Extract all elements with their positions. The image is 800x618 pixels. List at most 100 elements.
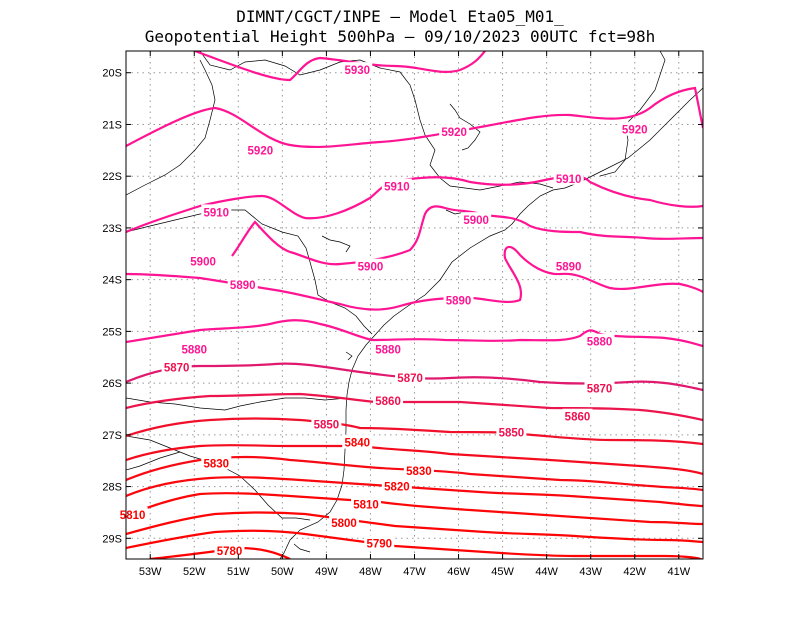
contour-label-bg	[584, 380, 615, 395]
contour-label-bg	[351, 496, 382, 511]
lon-tick-label: 43W	[579, 566, 602, 578]
lon-tick-label: 45W	[491, 566, 514, 578]
lat-tick-label: 29S	[102, 533, 122, 545]
contour-label-bg	[562, 408, 593, 423]
lon-tick-label: 48W	[359, 566, 382, 578]
map-title-line2: Geopotential Height 500hPa – 09/10/2023 …	[144, 27, 656, 46]
lat-tick-label: 23S	[102, 223, 122, 235]
state-border-mg-sp	[199, 51, 554, 191]
contour-label: 5800	[331, 518, 357, 530]
contour-label: 5920	[441, 127, 467, 139]
contour-5860	[126, 392, 703, 422]
lon-tick-label: 52W	[183, 566, 206, 578]
contour-label: 5860	[565, 412, 591, 424]
state-border-sc-rs	[126, 435, 311, 521]
contour-label: 5880	[375, 344, 401, 356]
contour-5920	[126, 86, 703, 149]
contour-label-bg	[496, 424, 527, 439]
lon-tick-label: 50W	[271, 566, 294, 578]
state-border-sp-pr	[126, 209, 373, 335]
contour-label-bg	[179, 341, 210, 356]
contour-label: 5930	[344, 65, 370, 77]
contour-label: 5890	[230, 280, 256, 292]
contour-label: 5910	[203, 207, 229, 219]
contour-label-bg	[227, 276, 258, 291]
contour-label: 5890	[556, 262, 582, 274]
state-border-ms	[126, 59, 216, 196]
lat-tick-label: 27S	[102, 430, 122, 442]
lat-tick-label: 20S	[102, 68, 122, 80]
contour-label: 5910	[384, 182, 410, 194]
contour-5800	[126, 511, 703, 544]
contour-5820	[126, 476, 703, 508]
lagoon-3	[293, 543, 311, 553]
lon-tick-label: 41W	[667, 566, 690, 578]
contour-label: 5860	[375, 396, 401, 408]
contour-label: 5900	[463, 215, 489, 227]
contour-label: 5900	[358, 262, 384, 274]
lon-tick-label: 46W	[447, 566, 470, 578]
contour-label-bg	[381, 478, 412, 493]
axis-ticks: 20S 21S 22S 23S 24S 25S 26S 27S 28S 29S 53W 52W 51W 5…	[102, 51, 703, 578]
contour-label: 5920	[622, 125, 648, 137]
contour-label: 5850	[499, 427, 525, 439]
lon-tick-label: 51W	[227, 566, 250, 578]
contour-label: 5880	[181, 344, 207, 356]
contour-label: 5830	[406, 466, 432, 478]
lat-tick-label: 22S	[102, 171, 122, 183]
contour-label: 5810	[353, 500, 379, 512]
contour-5790	[126, 529, 703, 559]
contour-label-bg	[373, 393, 404, 408]
lat-tick-label: 26S	[102, 378, 122, 390]
coastline	[279, 87, 703, 559]
contour-label: 5790	[366, 538, 392, 550]
contour-label: 5870	[397, 373, 423, 385]
state-border-pr-sc	[126, 397, 348, 411]
contour-label: 5900	[190, 257, 216, 269]
contour-5880	[126, 319, 703, 348]
contour-label-bg	[461, 212, 492, 227]
contour-label-bg	[161, 359, 192, 374]
contour-label: 5910	[556, 174, 582, 186]
contour-label: 5810	[120, 510, 146, 522]
contour-5900	[231, 205, 703, 266]
lon-tick-label: 47W	[403, 566, 426, 578]
border-argentina	[126, 451, 181, 471]
contour-label: 5890	[446, 295, 472, 307]
contour-label: 5870	[164, 363, 190, 375]
contour-label: 5870	[587, 383, 613, 395]
contour-label-bg	[311, 416, 342, 431]
contour-label-bg	[214, 543, 245, 558]
lat-tick-label: 21S	[102, 119, 122, 131]
lon-tick-label: 42W	[623, 566, 646, 578]
island-2	[345, 351, 353, 361]
contour-label-bg	[584, 333, 615, 348]
contour-5810	[126, 492, 703, 526]
contour-5850	[126, 417, 703, 446]
lat-tick-label: 25S	[102, 326, 122, 338]
lon-tick-label: 49W	[315, 566, 338, 578]
contour-label: 5920	[248, 145, 274, 157]
lat-tick-label: 24S	[102, 275, 122, 287]
contour-label-bg	[553, 258, 584, 273]
contour-label: 5780	[217, 546, 243, 558]
contour-label-bg	[201, 204, 232, 219]
contour-label-bg	[553, 170, 584, 185]
map-title-line1: DIMNT/CGCT/INPE – Model Eta05_M01_	[236, 7, 564, 26]
contour-label: 5880	[587, 337, 613, 349]
contour-label-bg	[245, 142, 276, 157]
contour-label-bg	[188, 253, 219, 268]
contour-label-bg	[342, 62, 373, 77]
lon-tick-label: 53W	[139, 566, 162, 578]
contour-label-bg	[443, 292, 474, 307]
contour-5890	[126, 245, 703, 311]
contour-label-bg	[619, 121, 650, 136]
contour-label: 5840	[344, 438, 370, 450]
contour-label-bg	[329, 514, 360, 529]
contour-label-bg	[364, 535, 395, 550]
contour-label-bg	[439, 124, 470, 139]
contour-label-bg	[395, 369, 426, 384]
coastline-and-borders	[126, 51, 703, 559]
contour-5840	[126, 444, 703, 476]
